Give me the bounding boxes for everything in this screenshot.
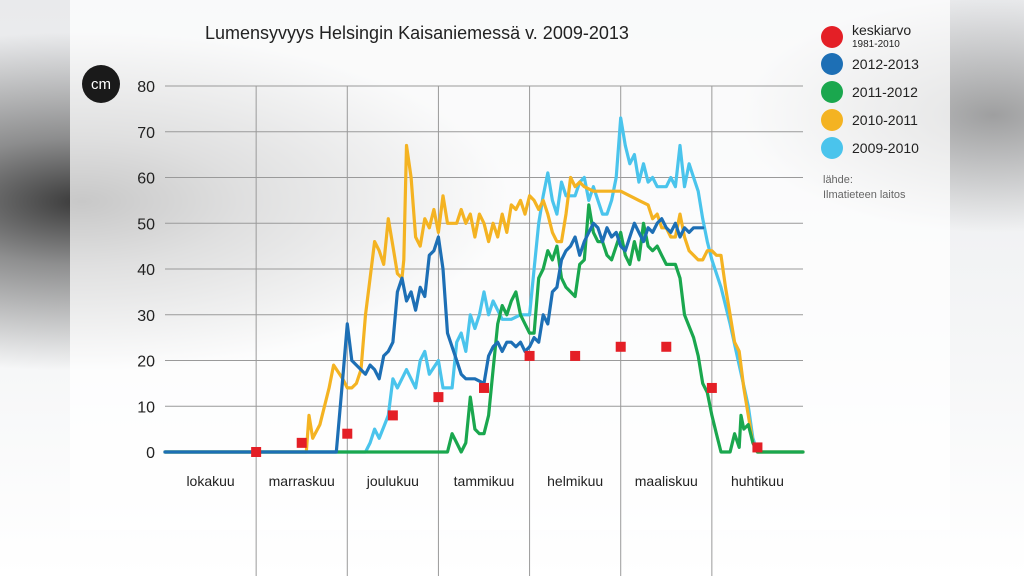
month-label-lokakuu: lokakuu [186, 473, 234, 489]
average-marker [706, 382, 717, 393]
average-marker [387, 410, 398, 421]
legend-sublabel: 1981-2010 [852, 39, 900, 50]
average-marker [433, 392, 444, 403]
y-axis-ticks: 0 10 20 30 40 50 60 70 80 [137, 79, 155, 462]
grid [165, 85, 803, 576]
y-tick-10: 10 [137, 399, 155, 416]
y-tick-60: 60 [137, 171, 155, 188]
month-label-marraskuu: marraskuu [269, 473, 335, 489]
legend-label-2012-2013: 2012-2013 [852, 56, 919, 72]
unit-badge [82, 65, 120, 103]
legend-swatch-2009-2010 [821, 137, 843, 159]
legend-label-2009-2010: 2009-2010 [852, 140, 919, 156]
series-line-2012-2013 [163, 217, 705, 454]
y-tick-50: 50 [137, 216, 155, 233]
average-marker [661, 341, 672, 352]
average-marker [615, 341, 626, 352]
unit-label: cm [91, 76, 111, 93]
x-axis-months: lokakuu marraskuu joulukuu tammikuu helmikuu… [186, 473, 783, 489]
series-line-2011-2012 [163, 203, 805, 454]
month-label-huhtikuu: huhtikuu [731, 473, 784, 489]
month-label-tammikuu: tammikuu [454, 473, 515, 489]
chart-title: Lumensyvyys Helsingin Kaisaniemessä v. 2… [205, 23, 629, 43]
y-tick-70: 70 [137, 125, 155, 142]
y-tick-30: 30 [137, 308, 155, 325]
legend-label-keskiarvo: keskiarvo [852, 22, 911, 38]
y-tick-40: 40 [137, 262, 155, 279]
average-markers [251, 341, 763, 457]
month-label-joulukuu: joulukuu [366, 473, 419, 489]
average-marker [524, 350, 535, 361]
legend-swatch-2010-2011 [821, 109, 843, 131]
y-tick-20: 20 [137, 354, 155, 371]
source-label: lähde: [823, 174, 853, 186]
legend-swatch-2012-2013 [821, 53, 843, 75]
legend-label-2011-2012: 2011-2012 [852, 84, 918, 100]
average-marker [296, 437, 307, 448]
legend-swatch-2011-2012 [821, 81, 843, 103]
chart-panel [70, 0, 950, 530]
average-marker [752, 442, 763, 453]
average-marker [479, 382, 489, 393]
average-marker [570, 350, 581, 361]
y-tick-80: 80 [137, 79, 155, 96]
series-line-2009-2010 [163, 116, 805, 454]
average-marker [342, 428, 353, 439]
series-lines [163, 116, 805, 454]
legend-label-2010-2011: 2010-2011 [852, 112, 918, 128]
month-label-helmikuu: helmikuu [547, 473, 603, 489]
series-line-2010-2011 [163, 143, 805, 454]
average-marker [251, 447, 262, 457]
y-tick-0: 0 [146, 445, 155, 462]
source-name: Ilmatieteen laitos [823, 189, 906, 201]
month-label-maaliskuu: maaliskuu [635, 473, 698, 489]
legend-swatch-keskiarvo [821, 26, 843, 48]
